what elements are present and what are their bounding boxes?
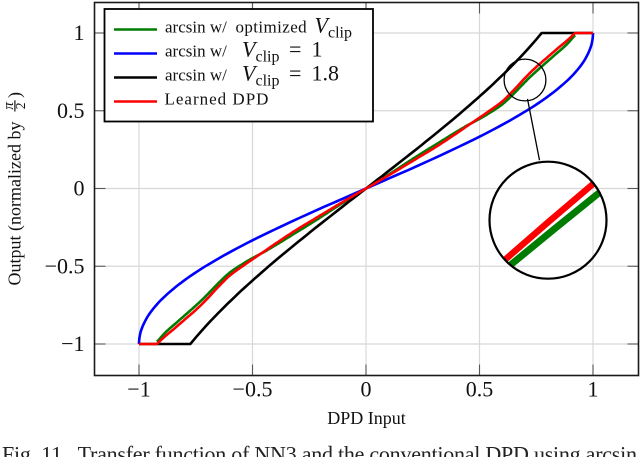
svg-text:arcsin w/: arcsin w/ bbox=[165, 17, 227, 36]
svg-text:arcsin w/: arcsin w/ bbox=[165, 41, 227, 60]
svg-text:V: V bbox=[242, 36, 258, 61]
svg-text:Output (normalized by: Output (normalized by bbox=[5, 122, 26, 286]
svg-text:V: V bbox=[315, 12, 331, 37]
svg-text:0: 0 bbox=[74, 176, 85, 201]
svg-text:−0.5: −0.5 bbox=[45, 253, 85, 278]
svg-text:−1: −1 bbox=[127, 377, 150, 402]
svg-text:clip: clip bbox=[256, 72, 280, 89]
svg-text:): ) bbox=[5, 92, 26, 98]
svg-text:0: 0 bbox=[361, 377, 372, 402]
svg-text:DPD Input: DPD Input bbox=[327, 408, 406, 428]
svg-text:=: = bbox=[289, 60, 301, 85]
svg-text:arcsin w/: arcsin w/ bbox=[165, 65, 227, 84]
svg-text:1: 1 bbox=[588, 377, 599, 402]
svg-text:0.5: 0.5 bbox=[57, 98, 85, 123]
svg-text:V: V bbox=[242, 60, 258, 85]
svg-text:π: π bbox=[1, 102, 17, 110]
svg-text:1.8: 1.8 bbox=[312, 60, 340, 85]
svg-text:0.5: 0.5 bbox=[466, 377, 494, 402]
svg-text:Learned DPD: Learned DPD bbox=[165, 89, 270, 108]
svg-text:1: 1 bbox=[74, 20, 85, 45]
svg-text:Fig. 11. Transfer function of: Fig. 11. Transfer function of NN3 and th… bbox=[2, 442, 637, 458]
svg-text:2: 2 bbox=[13, 103, 28, 110]
svg-text:=: = bbox=[289, 36, 301, 61]
svg-text:optimized: optimized bbox=[236, 17, 308, 36]
svg-text:1: 1 bbox=[312, 36, 323, 61]
svg-text:clip: clip bbox=[256, 48, 280, 65]
svg-text:−1: −1 bbox=[61, 331, 84, 356]
svg-text:−0.5: −0.5 bbox=[233, 377, 273, 402]
svg-text:clip: clip bbox=[328, 24, 352, 41]
